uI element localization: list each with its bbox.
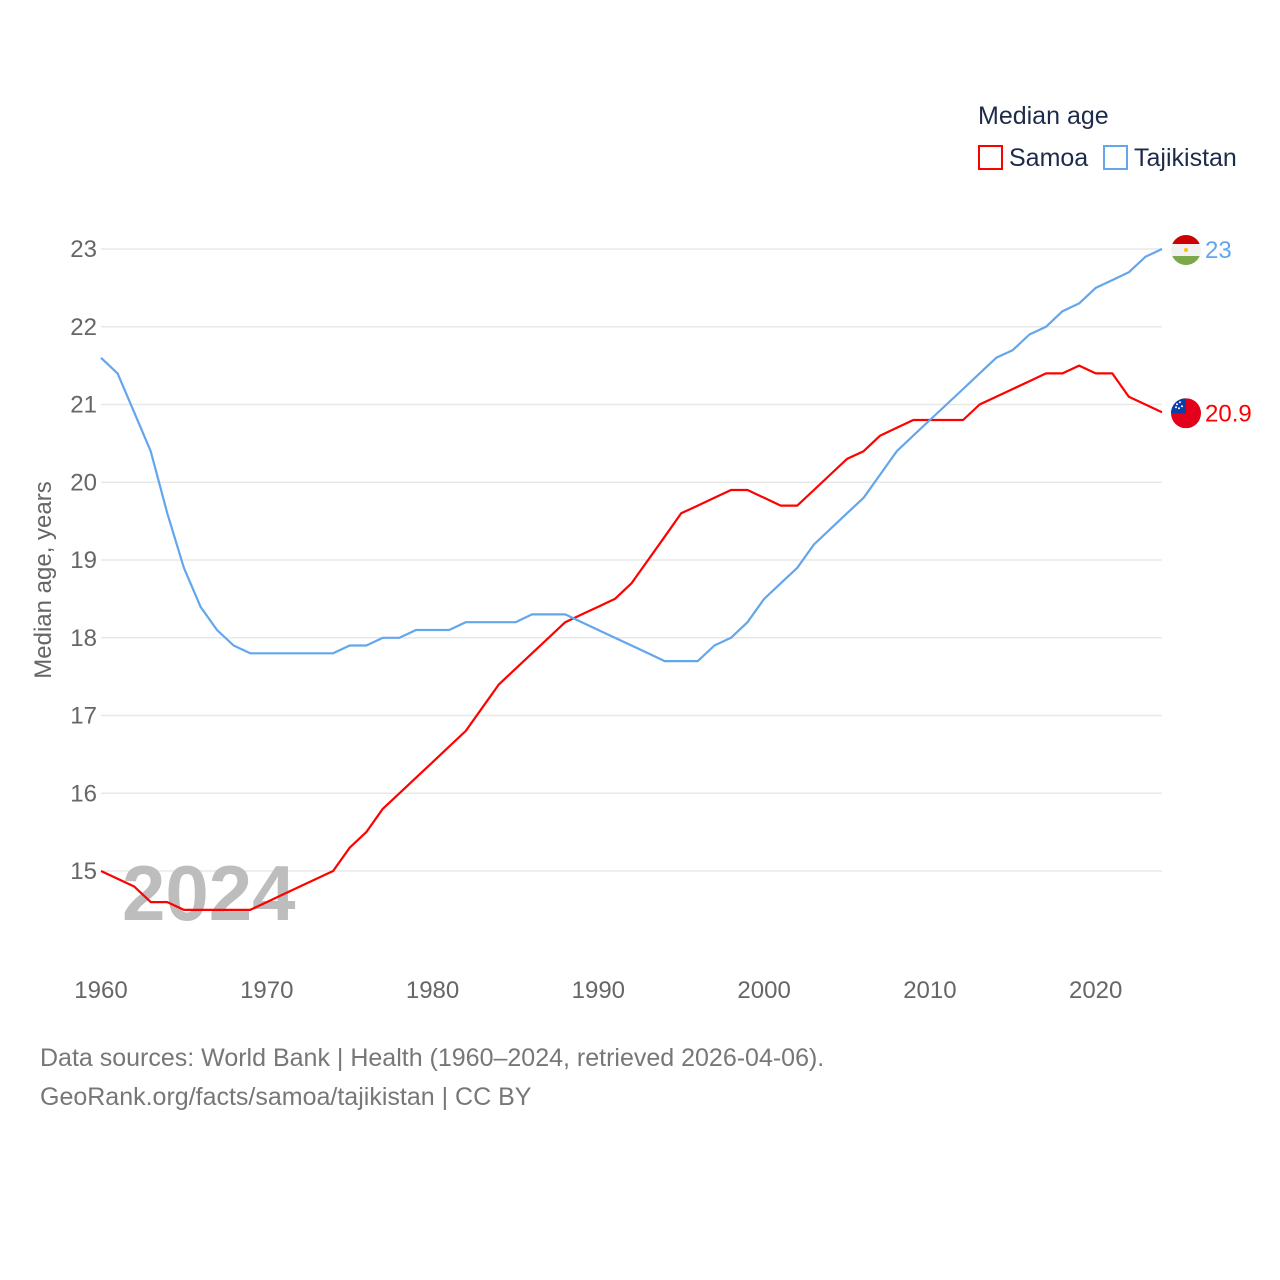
legend-label-tajikistan: Tajikistan [1134, 144, 1237, 172]
flag [1171, 235, 1201, 265]
y-tick-label: 23 [70, 236, 97, 263]
y-tick-label: 17 [70, 703, 97, 730]
legend-label-samoa: Samoa [1009, 144, 1088, 172]
flag-star [1178, 407, 1180, 410]
y-tick-labels: 15 16 17 18 19 20 21 22 23 [70, 236, 97, 885]
x-tick-label: 1990 [572, 977, 625, 1004]
legend[interactable]: Samoa Tajikistan [978, 144, 1237, 172]
x-tick-labels: 1960 1970 1980 1990 2000 2010 2020 [74, 977, 1122, 1004]
flag-canton [1171, 398, 1186, 414]
series-lines [100, 248, 1163, 912]
flag-star [1179, 401, 1181, 404]
x-tick-label: 1980 [406, 977, 459, 1004]
y-tick-label: 20 [70, 469, 97, 496]
flag-star [1175, 406, 1177, 409]
legend-swatch-tajikistan [1103, 145, 1128, 170]
series-line-samoa [100, 364, 1163, 912]
y-tick-label: 21 [70, 392, 97, 419]
y-tick-label: 16 [70, 780, 97, 807]
flag-stripe [1171, 235, 1201, 244]
gridlines [101, 248, 1162, 872]
legend-title: Median age [978, 102, 1109, 130]
flag-star [1176, 403, 1178, 406]
source-line: Data sources: World Bank | Health (1960–… [40, 1044, 825, 1072]
y-tick-label: 15 [70, 858, 97, 885]
x-tick-label: 2010 [903, 977, 956, 1004]
series-end-labels: 20.9 23 [1171, 235, 1252, 429]
end-value-label: 23 [1205, 237, 1232, 264]
flag [1171, 398, 1201, 429]
flag-crown [1184, 248, 1188, 252]
x-tick-label: 1970 [240, 977, 293, 1004]
y-axis-title: Median age, years [30, 481, 57, 678]
y-tick-label: 18 [70, 625, 97, 652]
source-link[interactable]: GeoRank.org/facts/samoa/tajikistan | CC … [40, 1083, 532, 1111]
year-watermark: 2024 [122, 849, 296, 937]
legend-swatch-samoa [978, 145, 1003, 170]
flag-stripe [1171, 256, 1201, 265]
y-tick-label: 19 [70, 547, 97, 574]
samoa-flag-icon [1171, 398, 1201, 429]
x-tick-label: 1960 [74, 977, 127, 1004]
y-tick-label: 22 [70, 314, 97, 341]
series-line-tajikistan [100, 248, 1163, 663]
tajikistan-flag-icon [1171, 235, 1201, 265]
flag-star [1181, 405, 1183, 408]
x-tick-label: 2000 [737, 977, 790, 1004]
end-value-label: 20.9 [1205, 400, 1252, 427]
x-tick-label: 2020 [1069, 977, 1122, 1004]
